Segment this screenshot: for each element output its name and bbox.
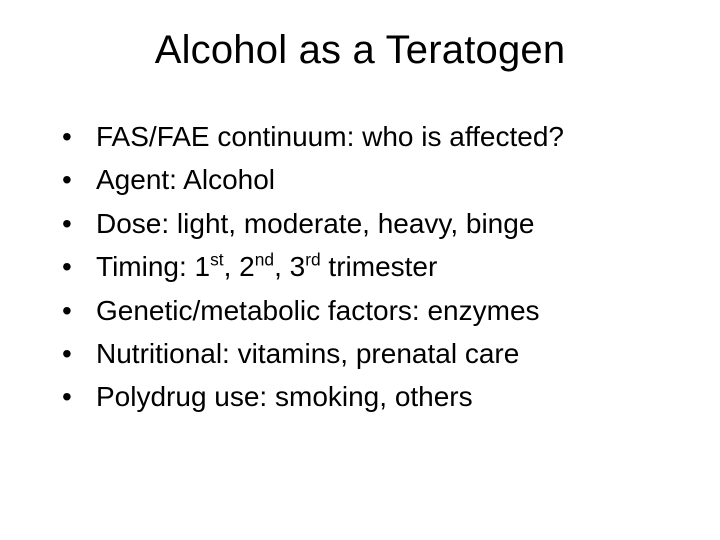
bullet-list: FAS/FAE continuum: who is affected? Agen… [40, 115, 680, 419]
text-segment: trimester [321, 251, 438, 282]
list-item: Polydrug use: smoking, others [62, 375, 680, 418]
list-item: Timing: 1st, 2nd, 3rd trimester [62, 245, 680, 288]
text-segment: , 2 [224, 251, 255, 282]
list-item: Agent: Alcohol [62, 158, 680, 201]
slide-title: Alcohol as a Teratogen [40, 28, 680, 73]
text-segment: , 3 [274, 251, 305, 282]
list-item: FAS/FAE continuum: who is affected? [62, 115, 680, 158]
list-item: Nutritional: vitamins, prenatal care [62, 332, 680, 375]
text-segment: Timing: 1 [96, 251, 210, 282]
ordinal-suffix: st [210, 250, 224, 270]
slide: Alcohol as a Teratogen FAS/FAE continuum… [0, 0, 720, 540]
ordinal-suffix: nd [255, 250, 274, 270]
ordinal-suffix: rd [305, 250, 320, 270]
list-item: Dose: light, moderate, heavy, binge [62, 202, 680, 245]
list-item: Genetic/metabolic factors: enzymes [62, 289, 680, 332]
